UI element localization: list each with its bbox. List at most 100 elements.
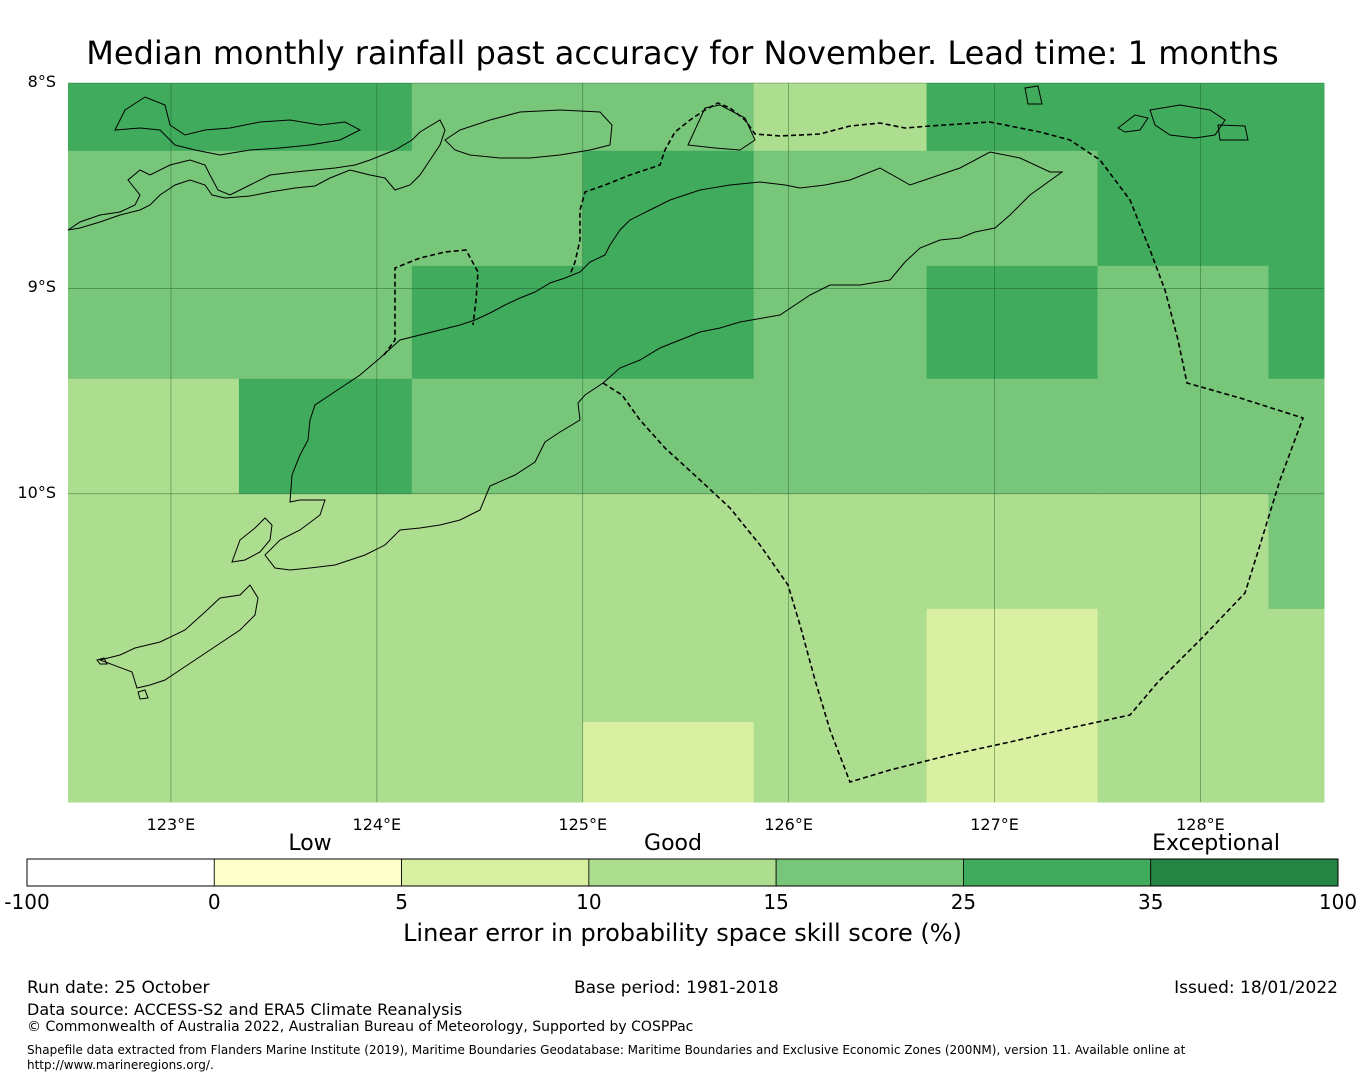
coastline-islet-2 [1024, 85, 1043, 105]
grid-cell [68, 265, 240, 380]
grid-cell [1097, 83, 1269, 152]
grid-cell [411, 265, 584, 380]
grid-cell [411, 493, 584, 610]
colorbar-tick-label: 0 [207, 890, 221, 914]
grid-cell [238, 608, 413, 723]
grid-cell [582, 150, 755, 267]
colorbar-tick-label: 15 [763, 890, 789, 914]
colorbar-frame [26, 858, 1339, 887]
data-source: Data source: ACCESS-S2 and ERA5 Climate … [27, 1000, 463, 1019]
grid-cell [68, 378, 240, 495]
colorbar [26, 858, 1339, 887]
grid-cell [926, 493, 1099, 610]
grid-cell [1268, 265, 1325, 380]
colorbar-label: Linear error in probability space skill … [403, 919, 962, 947]
grid-cell [1268, 378, 1325, 495]
grid-cell [411, 378, 584, 495]
grid-cell [68, 150, 240, 267]
grid-cell [582, 83, 755, 152]
coastline-wetar [687, 104, 756, 151]
coastline-islet-4 [137, 689, 149, 700]
grid-cell [238, 721, 413, 803]
grid-cell [411, 150, 584, 267]
coastline-islet-5 [96, 657, 108, 665]
base-period: Base period: 1981-2018 [574, 978, 779, 998]
grid-cell [1097, 150, 1269, 267]
colorbar-tick-label: -100 [4, 890, 50, 914]
grid-cell [411, 83, 584, 152]
category-label: Good [644, 831, 702, 856]
colorbar-bin [963, 858, 1152, 887]
grid-cell [582, 493, 755, 610]
colorbar-tick-label: 10 [576, 890, 602, 914]
grid-cell [238, 150, 413, 267]
grid-cell [582, 608, 755, 723]
map-gridlines [68, 82, 1324, 802]
grid-cell [582, 378, 755, 495]
grid-cell [68, 721, 240, 803]
latitude-label: 8°S [27, 72, 56, 91]
colorbar-bin [26, 858, 215, 887]
grid-cell [582, 721, 755, 803]
grid-cell [926, 378, 1099, 495]
grid-cell [753, 493, 928, 610]
grid-cell [926, 265, 1099, 380]
longitude-label: 128°E [1176, 815, 1225, 834]
coastline-islet-1 [1117, 114, 1149, 133]
grid-cell [753, 608, 928, 723]
grid-cell [1097, 721, 1269, 803]
grid-cell [753, 378, 928, 495]
maritime-boundaries [383, 102, 1305, 783]
grid-cell [1097, 265, 1269, 380]
grid-cell [1268, 608, 1325, 723]
grid-cell [238, 493, 413, 610]
coastline-flores-east [67, 119, 446, 231]
grid-cell [238, 83, 413, 152]
grid-cell [1268, 493, 1325, 610]
longitude-label: 125°E [558, 815, 608, 834]
colorbar-tick-label: 25 [950, 890, 977, 914]
eez-boundary-east [569, 102, 1305, 783]
oecusse-boundary [383, 249, 479, 356]
skill-score-map [26, 82, 1339, 887]
issued-date: Issued: 18/01/2022 [1174, 978, 1338, 998]
longitude-label: 126°E [764, 815, 813, 834]
colorbar-tick-label: 35 [1137, 890, 1164, 914]
grid-cell [1268, 150, 1325, 267]
grid-cell [1097, 378, 1269, 495]
longitude-label: 127°E [970, 815, 1019, 834]
colorbar-tick-label: 100 [1318, 890, 1358, 914]
coastline-babar [1149, 104, 1226, 139]
grid-cell [238, 378, 413, 495]
colorbar-bin [213, 858, 402, 887]
coastline-sumba [98, 584, 259, 689]
grid-cell [411, 608, 584, 723]
grid-cell [753, 83, 928, 152]
grid-cell [926, 608, 1099, 723]
longitude-label: 124°E [352, 815, 402, 834]
grid-cell [753, 721, 928, 803]
grid-cell [926, 721, 1099, 803]
grid-cell [926, 83, 1099, 152]
latitude-label: 9°S [27, 277, 56, 297]
coastline-rote [231, 517, 273, 563]
category-label: Exceptional [1152, 831, 1280, 856]
grid-cell [411, 721, 584, 803]
grid-cell [68, 83, 240, 152]
grid-cell [1268, 721, 1325, 803]
skill-grid-cells [68, 83, 1325, 803]
category-label: Low [288, 831, 332, 856]
grid-cell [582, 265, 755, 380]
latitude-label: 10°S [17, 482, 56, 502]
coastline-timor [264, 151, 1064, 571]
grid-cell [238, 265, 413, 380]
colorbar-bin [401, 858, 590, 887]
colorbar-tick-label: 5 [395, 890, 408, 914]
coastline-alor [444, 109, 613, 159]
copyright: © Commonwealth of Australia 2022, Austra… [27, 1019, 694, 1035]
run-date: Run date: 25 October [27, 978, 210, 998]
grid-cell [68, 493, 240, 610]
grid-cell [926, 150, 1099, 267]
shapefile-credit: Shapefile data extracted from Flanders M… [27, 1043, 1186, 1072]
coastline-north-island [114, 96, 362, 156]
